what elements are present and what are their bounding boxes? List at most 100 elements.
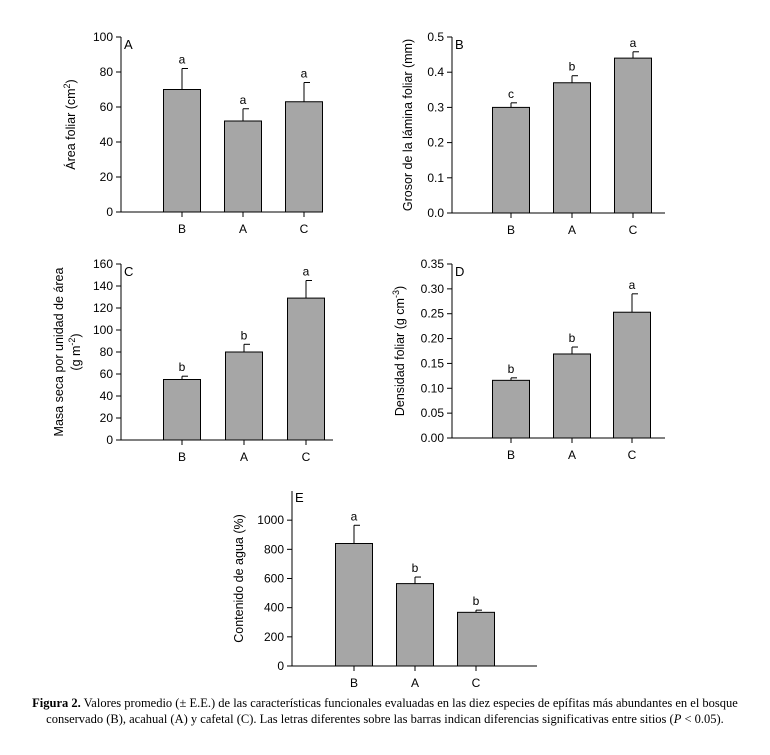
bar-A	[224, 120, 262, 213]
significance-letter: c	[508, 87, 514, 101]
panel-letter: B	[455, 37, 464, 52]
y-tick-label: 20	[100, 411, 114, 425]
significance-letter: a	[303, 265, 310, 279]
y-axis-label-main: Contenido de agua (%)	[232, 514, 246, 643]
x-tick-label: A	[239, 222, 247, 236]
y-tick-label: 0.10	[421, 381, 445, 395]
bar-C	[457, 611, 495, 667]
y-axis-label-end: )	[393, 286, 407, 290]
bar-B	[492, 379, 530, 439]
y-tick-label: 80	[100, 345, 114, 359]
y-tick-label: 0	[277, 659, 284, 673]
y-tick-label: 40	[100, 389, 114, 403]
y-tick-label: 0.15	[421, 356, 445, 370]
y-tick-label: 0.4	[427, 65, 444, 79]
y-tick-label: 0.00	[421, 431, 445, 445]
significance-letter: a	[629, 278, 636, 292]
x-tick-label: B	[178, 450, 186, 464]
y-axis-label-sup: -2	[67, 338, 77, 346]
y-tick-label: 0.35	[421, 257, 445, 271]
y-tick-label: 0.5	[427, 30, 444, 44]
y-tick-label: 600	[264, 572, 284, 586]
y-tick-label: 160	[93, 257, 113, 271]
bar-C	[285, 101, 323, 213]
y-tick-label: 0.3	[427, 100, 444, 114]
y-axis-label-line2: (g m-2)	[67, 333, 83, 370]
significance-letter: a	[351, 509, 358, 523]
caption-text-end: < 0.05).	[681, 712, 724, 726]
x-tick-label: B	[507, 223, 515, 237]
x-tick-label: B	[178, 222, 186, 236]
y-axis-label: Área foliar (cm2)	[62, 79, 78, 169]
y-axis-label-main: Área foliar (cm	[63, 88, 78, 169]
significance-letter: b	[508, 362, 515, 376]
x-tick-label: C	[629, 223, 638, 237]
caption-text: Valores promedio (± E.E.) de las caracte…	[46, 696, 738, 726]
bar-B	[163, 89, 201, 213]
y-axis-label-main: Densidad foliar (g cm	[393, 298, 407, 416]
y-tick-label: 60	[100, 367, 114, 381]
bar-C	[287, 297, 325, 441]
caption-p-symbol: P	[673, 712, 682, 726]
x-tick-label: C	[628, 448, 637, 462]
y-tick-label: 800	[264, 542, 284, 556]
significance-letter: b	[241, 328, 248, 342]
y-axis-label: Masa seca por unidad de área	[52, 268, 66, 437]
bar-A	[396, 583, 434, 667]
chart-panel-d: 0.00 0.05 0.10 0.15 0.20 0.25 0.30 0.35 D Densida…	[391, 257, 665, 462]
y-tick-label: 100	[93, 323, 113, 337]
panel-letter: D	[455, 264, 464, 279]
y-tick-label: 0.05	[421, 406, 445, 420]
y-axis-label-line2-main: (g m	[69, 346, 83, 371]
x-tick-label: B	[507, 448, 515, 462]
significance-letter: b	[569, 331, 576, 345]
x-tick-label: C	[472, 676, 481, 690]
x-tick-label: A	[568, 448, 576, 462]
panel-letter: E	[295, 490, 304, 505]
significance-letter: b	[179, 360, 186, 374]
chart-panel-b: 0.0 0.1 0.2 0.3 0.4 0.5 B Grosor de la lámina f…	[401, 30, 665, 237]
y-tick-label: 400	[264, 601, 284, 615]
significance-letter: a	[240, 93, 247, 107]
bar-A	[225, 351, 263, 441]
y-tick-label: 20	[100, 170, 114, 184]
y-tick-label: 80	[100, 65, 114, 79]
y-tick-label: 0	[106, 205, 113, 219]
y-axis-label-sup: -3	[391, 290, 401, 298]
y-tick-label: 0.0	[427, 206, 444, 220]
significance-letter: a	[630, 36, 637, 50]
x-tick-label: C	[302, 450, 311, 464]
significance-letter: a	[301, 67, 308, 81]
caption-label: Figura 2.	[32, 696, 81, 710]
y-axis-label: Contenido de agua (%)	[232, 514, 246, 643]
y-axis-label-main: Grosor de la lámina foliar (mm)	[401, 39, 415, 211]
x-tick-label: A	[568, 223, 576, 237]
significance-letter: b	[412, 561, 419, 575]
chart-panel-a: 0 20 40 60 80 100 A Área foliar (cm2) a Ba Aa C	[62, 30, 323, 236]
x-tick-label: A	[411, 676, 419, 690]
significance-letter: b	[473, 594, 480, 608]
y-tick-label: 0.30	[421, 282, 445, 296]
y-axis-label-main: Masa seca por unidad de área	[52, 268, 66, 437]
y-tick-label: 0.1	[427, 171, 444, 185]
y-tick-label: 0.2	[427, 136, 444, 150]
bar-B	[335, 543, 373, 667]
panel-letter: C	[124, 264, 133, 279]
y-axis-label: Grosor de la lámina foliar (mm)	[401, 39, 415, 211]
bar-A	[553, 353, 591, 439]
panel-letter: A	[124, 37, 133, 52]
bar-B	[492, 106, 530, 214]
y-tick-label: 0.20	[421, 332, 445, 346]
y-tick-label: 60	[100, 100, 114, 114]
y-axis-label-end: )	[64, 79, 78, 83]
figure-caption: Figura 2. Valores promedio (± E.E.) de l…	[4, 695, 766, 727]
x-tick-label: B	[350, 676, 358, 690]
significance-letter: b	[569, 60, 576, 74]
bar-B	[163, 379, 201, 441]
y-tick-label: 120	[93, 301, 113, 315]
y-axis-label-end: )	[69, 333, 83, 337]
y-tick-label: 1000	[257, 513, 284, 527]
significance-letter: a	[179, 53, 186, 67]
bar-C	[613, 311, 651, 439]
